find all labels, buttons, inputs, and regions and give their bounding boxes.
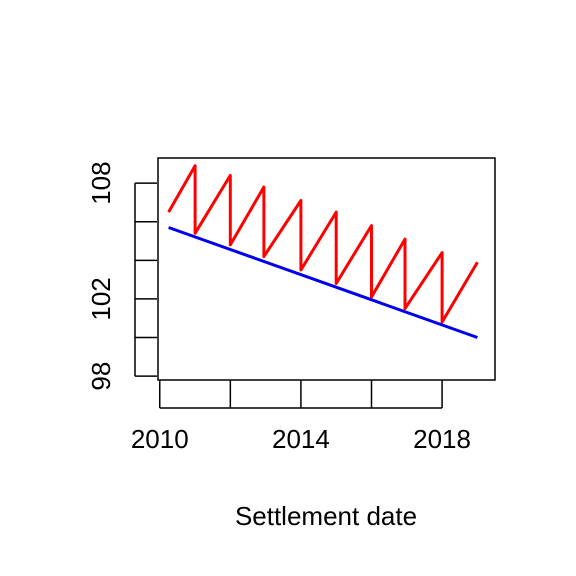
y-tick-label-98: 98 [86,362,116,391]
x-axis: 2010 2014 2018 [131,380,471,454]
x-tick-label-2014: 2014 [272,424,330,454]
x-tick-label-2010: 2010 [131,424,189,454]
y-tick-label-102: 102 [86,277,116,320]
y-axis: 98 102 108 [86,161,157,391]
plot-frame [157,157,496,381]
series-line-1 [167,164,479,324]
series-line-2 [168,226,478,339]
x-axis-title: Settlement date [235,501,417,531]
series-layer [167,164,479,339]
y-tick-label-108: 108 [86,161,116,204]
x-tick-label-2018: 2018 [413,424,471,454]
